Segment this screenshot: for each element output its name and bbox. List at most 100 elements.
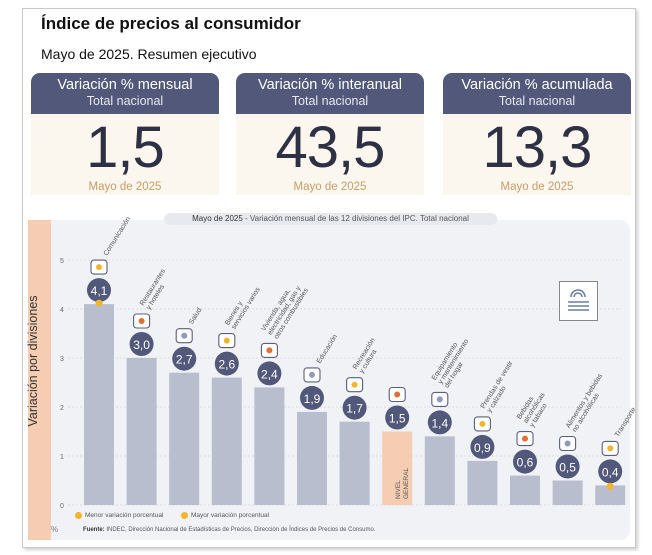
bar-2 <box>169 372 200 505</box>
category-label-line: Educación <box>316 333 339 365</box>
bottle-icon-accent <box>522 435 528 442</box>
value-label-2: 2,7 <box>176 353 193 367</box>
category-label-2: Salud <box>188 307 203 326</box>
menu-button[interactable] <box>559 281 598 321</box>
value-label-9: 0,9 <box>474 441 491 455</box>
card-yearly-header: Variación % interanual Total nacional <box>236 73 424 114</box>
value-circle-5 <box>300 385 324 410</box>
value-circle-4 <box>257 361 282 386</box>
card-accumulated-subtitle: Total nacional <box>498 94 576 108</box>
category-label-10: Bebidasalcohólicasy tabaco <box>516 387 553 428</box>
health-cross-icon-accent <box>181 332 188 339</box>
category-label-1: Restaurantesy hoteles <box>139 268 174 311</box>
value-circle-2 <box>172 346 197 371</box>
bar-5 <box>297 411 327 505</box>
value-label-7: 1,5 <box>389 412 406 426</box>
value-label-0: 4,1 <box>91 284 108 298</box>
y-tick-0: 0 <box>60 503 64 510</box>
bar-3 <box>211 377 242 505</box>
category-label-5: Educación <box>316 333 339 365</box>
min-marker <box>606 482 614 490</box>
page-title: Índice de precios al consumidor <box>41 14 301 33</box>
value-label-10: 0,6 <box>517 456 534 470</box>
value-label-5: 1,9 <box>304 392 321 406</box>
max-marker <box>95 299 103 307</box>
category-label-line: Salud <box>188 307 203 326</box>
legend-min: Menor variación porcentual <box>75 512 163 519</box>
card-yearly-subtitle: Total nacional <box>291 94 369 108</box>
menu-icon <box>568 289 589 311</box>
category-label-8: Equipamientoy mantenimientodel hogar <box>431 334 477 389</box>
bar-10 <box>510 475 540 505</box>
grooming-icon-accent <box>223 337 230 344</box>
y-tick-4: 4 <box>60 307 64 314</box>
beach-umbrella-icon-accent <box>351 381 358 388</box>
value-label-6: 1,7 <box>346 402 363 416</box>
card-yearly-body: 43,5 Mayo de 2025 <box>236 114 424 195</box>
y-tick-1: 1 <box>60 454 64 461</box>
source-label: Fuente: <box>83 527 105 533</box>
card-accumulated-title: Variación % acumulada <box>461 77 613 93</box>
value-label-11: 0,5 <box>559 461 576 475</box>
bar-general-label-line: GENERAL <box>403 468 410 499</box>
sofa-icon-accent <box>436 396 443 403</box>
legend-min-dot <box>75 512 82 519</box>
chart-unit: % <box>51 525 59 534</box>
legend-min-label: Menor variación porcentual <box>85 512 164 520</box>
category-label-11: Alimentos y bebidasno alcohólicas <box>565 372 611 433</box>
bar-7 <box>382 431 413 505</box>
category-label-9: Prendas de vestiry calzado <box>480 360 522 414</box>
value-label-12: 0,4 <box>602 465 619 479</box>
food-icon-accent <box>564 440 571 447</box>
category-label-12: Transporte <box>614 406 635 438</box>
card-monthly-date: Mayo de 2025 <box>88 181 162 193</box>
bar-11 <box>552 480 583 505</box>
legend-max: Mayor variación porcentual <box>181 512 269 519</box>
bar-0 <box>84 304 114 505</box>
card-accumulated-date: Mayo de 2025 <box>500 181 574 193</box>
card-monthly-value: 1,5 <box>86 115 165 180</box>
chart-source: Fuente: INDEC, Dirección Nacional de Est… <box>83 527 375 533</box>
card-accumulated-body: 13,3 Mayo de 2025 <box>443 114 631 195</box>
value-circle-12 <box>598 459 623 484</box>
bar-12 <box>595 485 626 505</box>
report-frame: Índice de precios al consumidor Mayo de … <box>22 8 636 548</box>
dining-icon-accent <box>138 318 145 324</box>
category-label-line: Comunicación <box>103 216 132 257</box>
value-circle-3 <box>214 351 239 376</box>
card-accumulated-header: Variación % acumulada Total nacional <box>443 73 631 114</box>
legend-max-dot <box>181 512 188 519</box>
books-icon-accent <box>309 371 315 378</box>
value-label-8: 1,4 <box>431 416 448 430</box>
bus-icon-accent <box>607 445 614 452</box>
value-label-1: 3,0 <box>133 338 150 352</box>
legend-max-label: Mayor variación porcentual <box>191 512 270 520</box>
shirt-icon-accent <box>479 420 486 427</box>
category-label-4: Vivienda, agua,electricidad, gas yotros … <box>260 279 310 341</box>
phone-icon-accent <box>96 264 102 271</box>
bar-8 <box>424 436 455 505</box>
source-text: INDEC, Dirección Nacional de Estadística… <box>106 527 376 533</box>
lightbulb-icon-accent <box>266 347 273 354</box>
card-monthly-body: 1,5 Mayo de 2025 <box>31 114 219 195</box>
card-monthly-title: Variación % mensual <box>57 77 193 93</box>
bar-1 <box>126 358 157 505</box>
bar-chart: 0 1 2 3 4 5 4,1 Comunicación 3,0 Restaurantesy ho… <box>60 216 635 510</box>
category-label-line: Transporte <box>614 406 635 438</box>
bar-6 <box>339 421 370 505</box>
card-yearly-title: Variación % interanual <box>257 77 402 93</box>
y-tick-3: 3 <box>60 356 64 363</box>
value-circle-8 <box>427 410 452 435</box>
bar-9 <box>467 460 498 505</box>
y-tick-2: 2 <box>60 405 64 412</box>
value-circle-6 <box>342 395 367 420</box>
category-label-0: Comunicación <box>103 216 132 257</box>
category-label-6: Recreacióny cultura <box>352 337 383 375</box>
bar-general-label-line: NIVEL <box>395 480 402 499</box>
value-circle-11 <box>555 454 580 479</box>
value-circle-7 <box>385 405 410 430</box>
chart-title-text: Variación mensual de las 12 divisiones d… <box>249 214 469 223</box>
value-circle-9 <box>470 434 495 459</box>
card-yearly-value: 43,5 <box>275 115 386 180</box>
category-label-3: Bienes yservicios varios <box>224 282 262 331</box>
